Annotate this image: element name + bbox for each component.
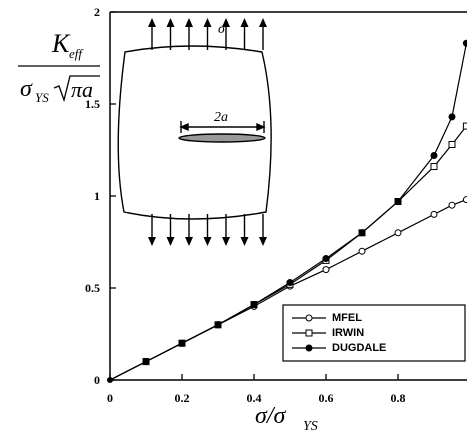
marker <box>395 230 401 236</box>
marker <box>449 202 455 208</box>
legend-label: MFEL <box>332 312 362 324</box>
x-label: σ/σ <box>255 403 287 429</box>
arrowhead <box>148 18 156 27</box>
y-tick-label: 0 <box>94 373 100 387</box>
y-tick-label: 1 <box>94 189 100 203</box>
y-axis-label: K eff σ YS πa <box>18 29 100 105</box>
x-tick-label: 0.8 <box>391 391 406 405</box>
y-label-sigma-sub: YS <box>35 90 49 105</box>
marker <box>449 141 455 147</box>
arrowhead <box>204 18 212 27</box>
marker <box>449 114 455 120</box>
marker <box>143 359 149 365</box>
arrowhead <box>167 18 175 27</box>
y-label-k-sub: eff <box>69 46 84 61</box>
arrowhead <box>222 237 230 246</box>
x-label-sub: YS <box>303 419 318 434</box>
marker <box>431 164 437 170</box>
arrowhead <box>259 237 267 246</box>
x-tick-label: 0.6 <box>319 391 334 405</box>
marker <box>359 248 365 254</box>
arrowhead <box>259 18 267 27</box>
marker <box>287 279 293 285</box>
arrowhead <box>185 237 193 246</box>
legend-label: IRWIN <box>332 327 364 339</box>
plate <box>118 46 271 219</box>
inset-diagram <box>118 18 271 246</box>
chart: K eff σ YS πa σ/σ YS σ 2a 0 0.5 1 1.5 2 0 0.2 0… <box>0 0 467 444</box>
crack-label: 2a <box>214 110 228 125</box>
marker <box>431 211 437 217</box>
y-tick-label: 2 <box>94 5 100 19</box>
arrowhead <box>148 237 156 246</box>
arrowhead <box>241 237 249 246</box>
y-tick-label: 1.5 <box>85 97 100 111</box>
x-tick-label: 0.4 <box>247 391 262 405</box>
arrowhead <box>167 237 175 246</box>
y-tick-label: 0.5 <box>85 281 100 295</box>
marker <box>306 315 312 321</box>
marker <box>251 302 257 308</box>
x-tick-label: 0.2 <box>175 391 190 405</box>
stress-arrows <box>148 18 267 246</box>
marker <box>306 345 312 351</box>
arrowhead <box>241 18 249 27</box>
marker <box>359 230 365 236</box>
marker <box>323 256 329 262</box>
marker <box>463 197 467 203</box>
crack <box>179 134 265 142</box>
y-label-k: K <box>51 29 71 58</box>
marker <box>179 340 185 346</box>
marker <box>215 322 221 328</box>
marker <box>463 123 467 129</box>
stress-label: σ <box>218 22 226 37</box>
arrowhead <box>204 237 212 246</box>
marker <box>431 153 437 159</box>
marker <box>306 330 312 336</box>
marker <box>463 40 467 46</box>
origin-point <box>107 377 113 383</box>
marker <box>395 199 401 205</box>
legend-label: DUGDALE <box>332 342 386 354</box>
y-label-sigma: σ <box>20 76 33 102</box>
arrowhead <box>185 18 193 27</box>
marker <box>323 267 329 273</box>
legend: MFEL IRWIN DUGDALE <box>283 305 465 361</box>
x-axis-label: σ/σ YS <box>255 403 318 434</box>
x-tick-label: 0 <box>107 391 113 405</box>
